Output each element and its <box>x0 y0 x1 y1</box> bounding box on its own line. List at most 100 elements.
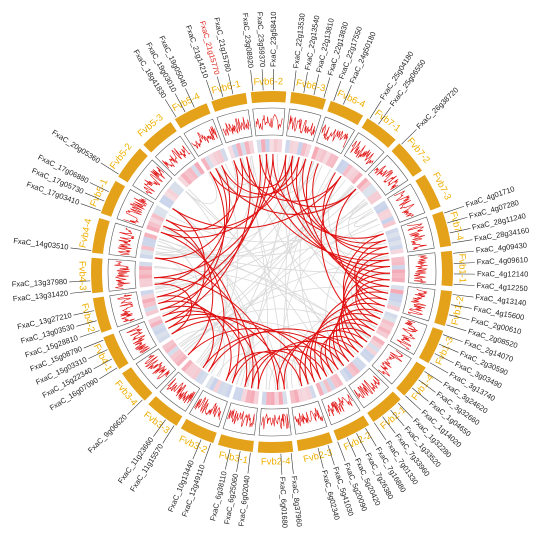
chromosome-band <box>180 418 217 444</box>
line-track <box>222 116 250 136</box>
line-track <box>396 320 418 350</box>
leader-line <box>453 250 474 254</box>
line-track <box>143 166 166 195</box>
leader-line <box>99 367 118 380</box>
heatmap-cell <box>161 194 175 206</box>
link <box>208 328 355 372</box>
link <box>155 218 188 253</box>
line-track <box>191 125 218 149</box>
gene-label: FxaC_4g12140 <box>477 269 528 279</box>
leader-line <box>70 290 92 294</box>
link <box>154 265 251 388</box>
line-track-box <box>108 222 142 258</box>
heatmap-cell <box>239 141 247 156</box>
leader-line <box>438 343 459 353</box>
link <box>154 155 254 284</box>
link <box>155 186 355 258</box>
chromosome-label: Fvb1-1 <box>456 253 468 283</box>
chromosome-band <box>257 440 294 453</box>
chromosome-label: Fvb2-3 <box>302 447 333 465</box>
heatmap-cell <box>265 139 270 153</box>
line-track-box <box>389 316 428 355</box>
link <box>259 154 357 208</box>
heatmap-cell <box>292 140 300 155</box>
link <box>278 199 366 390</box>
link <box>160 154 261 311</box>
heatmap-cell <box>187 166 199 180</box>
link <box>156 154 267 298</box>
chromosome-band <box>333 415 370 441</box>
heatmap-cell <box>315 382 325 396</box>
link <box>335 188 387 301</box>
heatmap-cell <box>172 351 185 364</box>
link <box>154 257 254 389</box>
heatmap-cell <box>328 154 339 169</box>
chromosome-band <box>92 217 110 254</box>
chromosome-band <box>217 434 254 452</box>
heatmap-cell <box>220 382 230 397</box>
line-track-box <box>189 389 228 428</box>
heatmap-cell <box>391 273 405 279</box>
gene-label: FxaC_8g37960 <box>290 475 304 527</box>
link <box>233 155 294 189</box>
link <box>202 331 345 369</box>
leader-line <box>203 443 212 464</box>
leader-line <box>228 73 234 95</box>
leader-line <box>346 437 357 457</box>
leader-line <box>83 339 104 349</box>
chromosome-band <box>103 333 129 370</box>
line-track <box>260 413 290 430</box>
heatmap-cell <box>148 315 162 325</box>
heatmap-cell <box>356 177 369 190</box>
heatmap-cell <box>379 321 393 332</box>
heatmap-cell <box>163 191 177 203</box>
leader-line <box>343 85 352 105</box>
heatmap-cell <box>198 371 209 386</box>
link <box>291 309 383 389</box>
heatmap-cell <box>381 318 395 328</box>
chromosome-band <box>118 148 148 183</box>
heatmap-cell <box>314 147 324 162</box>
leader-line <box>261 69 264 91</box>
line-track <box>373 165 399 190</box>
heatmap-cell <box>140 289 154 296</box>
heatmap-cell <box>269 139 274 153</box>
heatmap-cell <box>142 300 157 309</box>
chromosome-band <box>440 250 453 287</box>
heatmap-cell <box>180 172 193 185</box>
leader-line <box>69 280 91 283</box>
gene-label: FxaC_6g02040 <box>237 475 252 527</box>
heatmap-cell <box>139 270 153 275</box>
heatmap-cell <box>270 391 275 406</box>
heatmap-cell <box>380 215 395 225</box>
heatmap-cell <box>141 293 155 300</box>
link <box>265 154 390 268</box>
chromosome-label: Fvb2-4 <box>261 456 291 468</box>
line-track-box <box>116 189 155 228</box>
line-track-box <box>371 343 412 385</box>
link <box>320 175 375 332</box>
gene-label: FxaC_6g01680 <box>278 477 289 529</box>
leader-line <box>356 433 367 452</box>
heatmap-cell <box>277 139 283 153</box>
heatmap-cell <box>366 190 380 202</box>
chromosome-band <box>415 174 441 211</box>
link <box>224 156 252 185</box>
link <box>231 350 316 384</box>
link <box>165 155 294 230</box>
leader-line <box>442 334 463 343</box>
link <box>168 208 206 329</box>
heatmap-cell <box>362 348 375 360</box>
leader-line <box>451 239 473 244</box>
link <box>272 154 384 239</box>
heatmap-cell <box>377 325 392 336</box>
heatmap-cell <box>300 142 308 157</box>
leader-line <box>317 448 324 469</box>
heatmap-cell <box>389 292 404 300</box>
heatmap-cell <box>391 277 405 283</box>
link <box>355 252 389 314</box>
chromosome-label: Fvb4-3 <box>76 261 88 291</box>
line-track <box>288 115 316 136</box>
heatmap-cell <box>387 235 402 244</box>
line-track <box>126 325 150 354</box>
